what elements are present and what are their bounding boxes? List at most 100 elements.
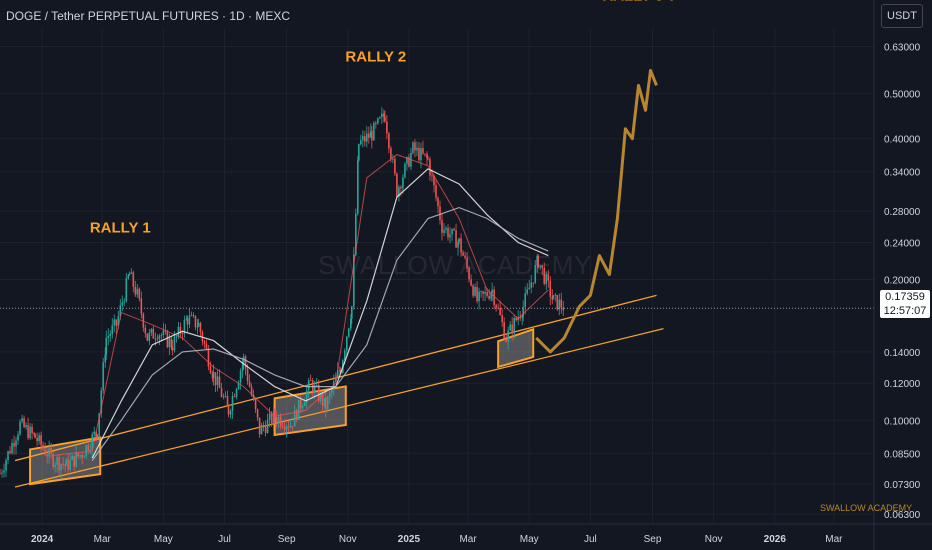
candle-body <box>424 153 426 155</box>
candle-body <box>491 289 493 294</box>
candle-body <box>433 175 435 186</box>
candle-body <box>146 333 149 341</box>
price-axis[interactable]: 0.63000 0.50000 0.40000 0.34000 0.28000 0.240… <box>884 42 921 521</box>
candle-body <box>358 144 360 161</box>
candle-body <box>87 445 90 451</box>
candle-body <box>136 288 139 295</box>
candle-body <box>392 158 394 160</box>
time-tick-label: Mar <box>825 534 843 545</box>
time-tick-label: May <box>520 534 539 545</box>
candle-body <box>150 328 153 333</box>
candle-body <box>260 425 263 435</box>
candle-body <box>121 302 124 306</box>
candle-body <box>466 257 468 268</box>
price-tick-label: 0.06300 <box>884 510 921 521</box>
time-tick-label: Jul <box>584 534 597 545</box>
candle-body <box>244 356 247 369</box>
candle-body <box>366 133 368 142</box>
candle-body <box>534 265 537 283</box>
time-tick-label: Sep <box>644 534 662 545</box>
candle-body <box>222 396 225 398</box>
candle-body <box>338 370 341 371</box>
candle-body <box>301 405 304 409</box>
candle-body <box>34 433 36 439</box>
candles <box>0 107 565 479</box>
candle-body <box>422 148 424 154</box>
candle-body <box>98 413 101 438</box>
candle-body <box>13 442 15 447</box>
last-price-value: 0.17359 <box>885 291 925 303</box>
candle-body <box>23 418 25 428</box>
candle-body <box>556 294 559 310</box>
candle-body <box>289 426 292 428</box>
candle-body <box>5 460 7 471</box>
candle-body <box>299 399 302 409</box>
candle-body <box>396 173 398 197</box>
candle-body <box>412 142 414 154</box>
candle-body <box>505 338 507 342</box>
candle-body <box>522 306 524 317</box>
candle-body <box>83 456 85 458</box>
candle-body <box>460 238 462 253</box>
candle-body <box>414 142 416 151</box>
candle-body <box>291 426 294 427</box>
candle-body <box>231 396 234 411</box>
candle-body <box>330 389 333 393</box>
candle-body <box>499 307 501 316</box>
candle-body <box>398 186 400 197</box>
candle-body <box>435 185 437 198</box>
candle-body <box>287 426 290 428</box>
watermark-corner: SWALLOW ACADEMY <box>820 503 913 513</box>
price-tick-label: 0.07300 <box>884 480 921 491</box>
candle-body <box>79 454 81 457</box>
candle-body <box>173 336 176 351</box>
moving-average-ma-slow2 <box>91 206 549 461</box>
candle-body <box>73 455 75 467</box>
grid-lines <box>0 28 874 524</box>
candle-body <box>158 335 161 340</box>
candle-body <box>227 405 230 415</box>
time-tick-label: Jul <box>218 534 231 545</box>
candle-body <box>458 238 460 242</box>
candle-body <box>107 335 110 338</box>
candle-body <box>239 370 242 383</box>
candle-body <box>160 334 163 336</box>
candle-body <box>429 158 431 176</box>
candle-body <box>390 148 392 159</box>
price-tick-label: 0.40000 <box>884 135 921 146</box>
candle-body <box>67 459 69 470</box>
candle-body <box>307 380 310 391</box>
candle-body <box>377 118 379 124</box>
candle-body <box>319 393 322 401</box>
candle-body <box>347 328 350 337</box>
candle-body <box>528 287 531 290</box>
candle-body <box>554 294 557 296</box>
candle-body <box>357 160 359 214</box>
candle-body <box>503 322 505 339</box>
candle-body <box>152 328 155 339</box>
candle-body <box>515 317 517 321</box>
candle-body <box>175 336 178 338</box>
candle-body <box>85 445 87 457</box>
candle-body <box>303 402 306 406</box>
candle-body <box>104 354 107 363</box>
candle-body <box>179 326 182 334</box>
symbol-title[interactable]: DOGE / Tether PERPETUAL FUTURES · 1D · M… <box>6 9 291 23</box>
candle-body <box>272 410 275 424</box>
candle-body <box>205 343 208 349</box>
candle-body <box>309 380 312 381</box>
candle-body <box>468 267 470 280</box>
candle-body <box>270 413 273 424</box>
candle-body <box>65 459 67 466</box>
candle-body <box>177 326 180 337</box>
time-tick-label: 2025 <box>398 534 421 545</box>
candle-body <box>408 157 410 167</box>
currency-button[interactable]: USDT <box>881 4 923 28</box>
candle-body <box>183 319 186 334</box>
candle-body <box>305 390 308 403</box>
candle-body <box>445 228 447 230</box>
candle-body <box>113 319 116 326</box>
candle-body <box>384 116 386 122</box>
